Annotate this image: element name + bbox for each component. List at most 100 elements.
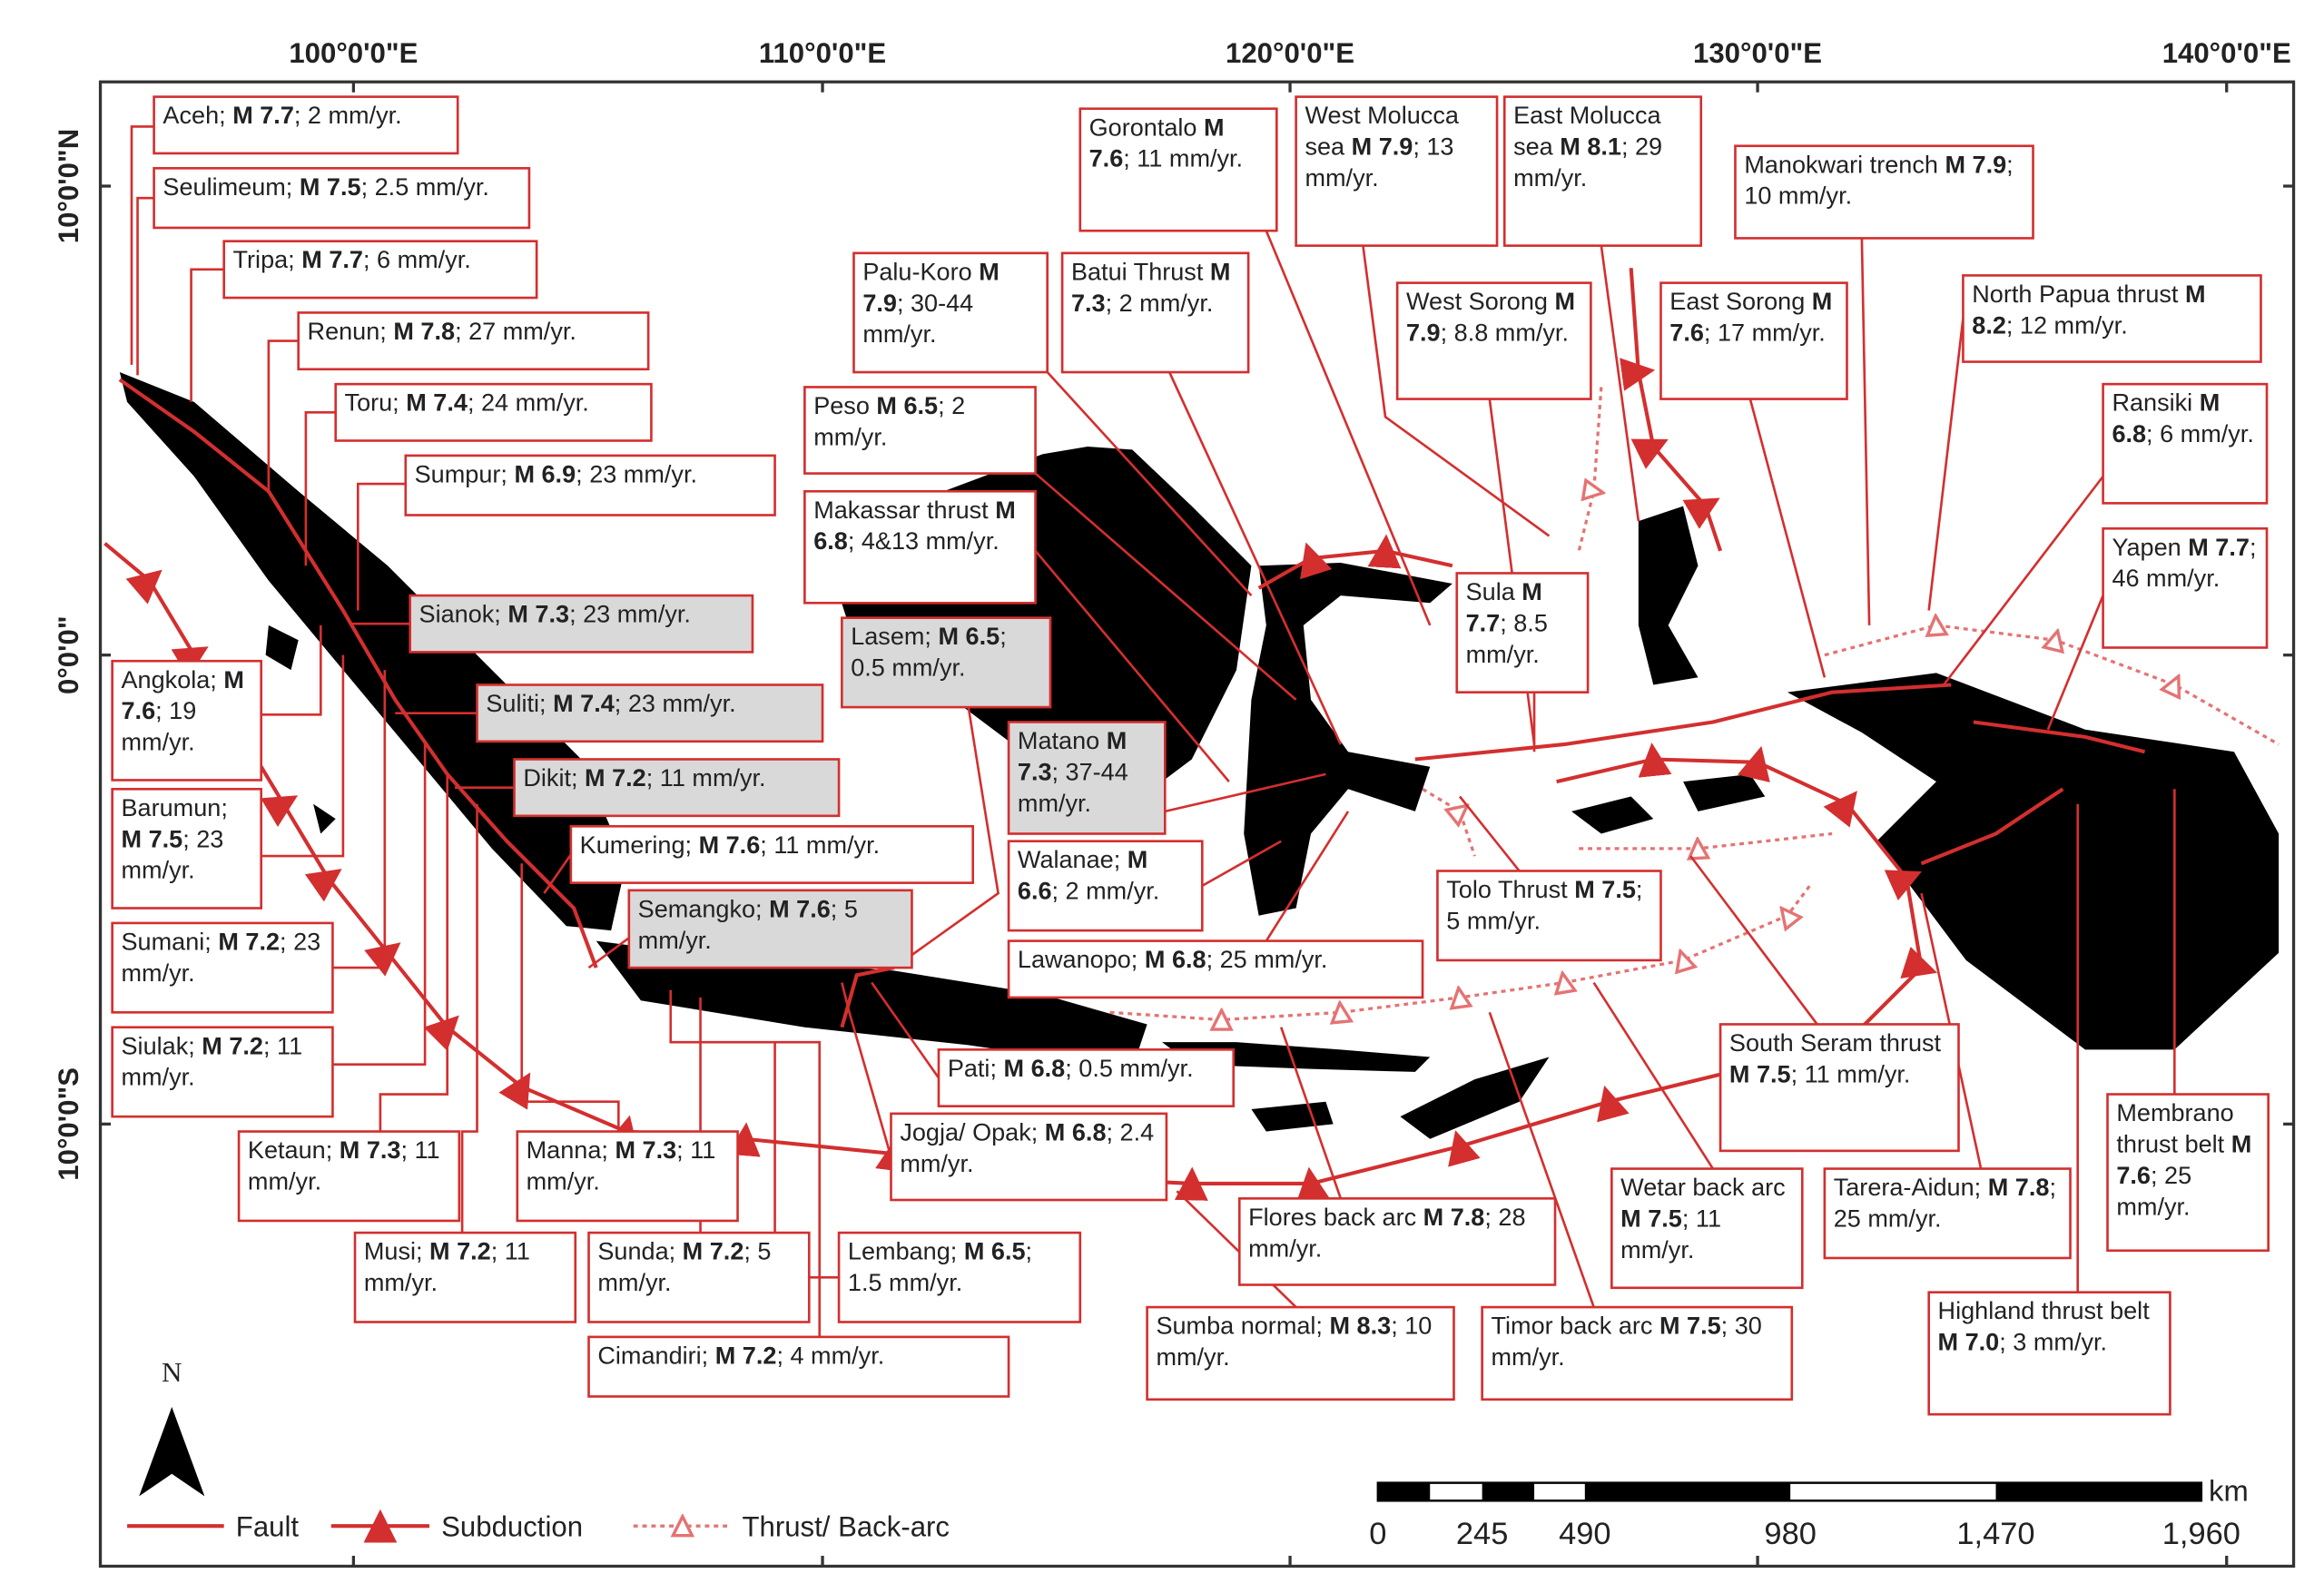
leader-line <box>1168 371 1343 745</box>
scale-labels: 0 245 490 980 1,470 1,960 <box>1369 1517 2240 1551</box>
label: Dikit; M 7.2; 11 mm/yr. <box>523 765 766 792</box>
label: Membrano thrust belt M 7.6; 25 mm/yr. <box>2116 1100 2251 1221</box>
subduction-line <box>1556 742 1938 1044</box>
label: Pati; M 6.8; 0.5 mm/yr. <box>948 1056 1194 1083</box>
fault-rate: ; 1.5 mm/yr. <box>847 1238 1033 1297</box>
fault-label: Wetar back arc M 7.5; 11 mm/yr. <box>1611 1169 1802 1288</box>
fault-rate: ; 0.5 mm/yr. <box>851 624 1007 683</box>
label: Sumani; M 7.2; 23 mm/yr. <box>122 929 321 987</box>
label: Sumba normal; M 8.3; 10 mm/yr. <box>1156 1313 1432 1372</box>
fault-label: Cimandiri; M 7.2; 4 mm/yr. <box>589 1337 1009 1397</box>
fault-name: Renun; <box>307 319 387 346</box>
fault-rate: ; 8.5 mm/yr. <box>1465 610 1548 669</box>
label: Walanae; M 6.6; 2 mm/yr. <box>1017 847 1159 906</box>
leader-line <box>1943 476 2104 686</box>
leader-line <box>1860 238 1871 625</box>
fault-label: Musi; M 7.2; 11 mm/yr. <box>355 1233 576 1322</box>
fault-label: Ransiki M 6.8; 6 mm/yr. <box>2103 384 2267 503</box>
fault-magnitude: M 6.8 <box>813 497 1016 556</box>
label: Peso M 6.5; 2 mm/yr. <box>804 387 1035 473</box>
fault-rate: ; 25 mm/yr. <box>2116 1162 2192 1221</box>
label-box <box>476 683 824 743</box>
fault-magnitude: M 7.5 <box>121 826 183 853</box>
fault-name: Tolo Thrust <box>1446 877 1568 904</box>
scale-segment <box>1584 1482 1791 1501</box>
thrust-line <box>1109 884 1811 1020</box>
fault-rate: ; 11 mm/yr. <box>247 1137 440 1196</box>
leader-line <box>1046 371 1253 596</box>
fault-name: North Papua thrust <box>1972 280 2179 309</box>
fault-name: Tripa; <box>232 247 295 274</box>
leader-line <box>460 803 478 1234</box>
leader-line <box>267 339 299 492</box>
fault-magnitude: M 7.5 <box>1659 1313 1721 1341</box>
fault-rate: ; 11 mm/yr. <box>1620 1205 1722 1264</box>
leader-line <box>1362 245 1551 537</box>
fault-name: Membrano thrust belt <box>2116 1100 2234 1159</box>
label: West Molucca sea M 7.9; 13 mm/yr. <box>1296 97 1497 246</box>
longitude-label: 110°0'0"E <box>759 37 886 69</box>
fault-magnitude: M 7.3 <box>507 601 570 629</box>
leader-line <box>261 654 345 858</box>
fault-label: West Molucca sea M 7.9; 13 mm/yr. <box>1296 97 1497 246</box>
label: West Sorong M 7.9; 8.8 mm/yr. <box>1406 289 1575 348</box>
fault-label: Timor back arc M 7.5; 30 mm/yr. <box>1482 1307 1792 1400</box>
leader-line <box>1279 1027 1343 1199</box>
fault-name: Suliti; <box>486 691 547 718</box>
leader-line <box>2046 595 2104 731</box>
fault-name: Wetar back arc <box>1620 1175 1786 1202</box>
leaders <box>130 125 2176 1337</box>
scale-label: 1,960 <box>2162 1517 2240 1551</box>
label: Tolo Thrust M 7.5; 5 mm/yr. <box>1437 871 1660 960</box>
label: East Molucca sea M 8.1; 29 mm/yr. <box>1513 103 1662 192</box>
fault-label: Ketaun; M 7.3; 11 mm/yr. <box>239 1132 459 1221</box>
fault-magnitude: M 7.4 <box>553 691 615 718</box>
fault-name: Ketaun; <box>247 1137 333 1165</box>
legend-subduction: Subduction <box>441 1511 583 1543</box>
leader-line <box>520 863 620 1132</box>
fault-label: Renun; M 7.8; 27 mm/yr. <box>299 312 648 369</box>
label-box <box>2102 382 2269 505</box>
label-box <box>569 824 975 884</box>
label: Siulak; M 7.2; 11 mm/yr. <box>113 1028 333 1116</box>
fault-label: Palu-Koro M 7.9; 30-44 mm/yr. <box>853 253 1047 372</box>
label: Seulimeum; M 7.5; 2.5 mm/yr. <box>162 174 489 202</box>
fault-label: Sumpur; M 6.9; 23 mm/yr. <box>406 456 775 516</box>
label: Sumpur; M 6.9; 23 mm/yr. <box>406 456 775 516</box>
fault-name: Yapen <box>2112 534 2181 562</box>
fault-magnitude: M 7.8 <box>393 319 456 346</box>
fault-magnitude: M 7.9 <box>862 259 1000 318</box>
fault-magnitude: M 7.6 <box>121 666 244 725</box>
label: Suliti; M 7.4; 23 mm/yr. <box>478 684 823 741</box>
fault-name: Gorontalo <box>1088 114 1197 142</box>
label: East Sorong M 7.6; 17 mm/yr. <box>1669 289 1832 347</box>
fault-magnitude: M 7.7 <box>301 247 363 274</box>
label-box <box>627 889 913 969</box>
fault-rate: ; 5 mm/yr. <box>637 896 858 955</box>
label: Sula M 7.7; 8.5 mm/yr. <box>1465 579 1548 669</box>
fault-label: Peso M 6.5; 2 mm/yr. <box>804 387 1035 473</box>
fault-name: Batui Thrust <box>1070 259 1204 286</box>
fault-name: West Molucca sea <box>1305 103 1459 162</box>
leader-line <box>332 670 387 969</box>
fault-rate: ; 11 mm/yr. <box>645 765 766 792</box>
label-box <box>334 382 653 442</box>
graticule-ticks: 100°0'0"E 110°0'0"E 120°0'0"E 130°0'0"E 140°… <box>53 37 2294 1567</box>
fault-magnitude: M 7.2 <box>585 765 646 792</box>
fault-rate: ; 46 mm/yr. <box>2112 534 2257 593</box>
thrust-lines <box>1109 387 2280 1020</box>
legend: Fault Subduction Thrust/ Back-arc <box>127 1509 950 1543</box>
fault-rate: ; 8.8 mm/yr. <box>1440 320 1569 348</box>
fault-label: Sianok; M 7.3; 23 mm/yr. <box>410 595 753 652</box>
fault-magnitude: M 7.3 <box>615 1137 677 1165</box>
leader-line <box>1600 245 1640 522</box>
fault-label: Tolo Thrust M 7.5; 5 mm/yr. <box>1437 871 1660 960</box>
fault-label: Suliti; M 7.4; 23 mm/yr. <box>478 684 823 741</box>
fault-label: Siulak; M 7.2; 11 mm/yr. <box>113 1028 333 1116</box>
label-box <box>1146 1305 1455 1401</box>
fault-magnitude: M 6.6 <box>1017 847 1148 906</box>
fault-magnitude: M 7.2 <box>218 929 281 956</box>
fault-magnitude: M 6.9 <box>514 461 576 488</box>
fault-magnitude: M 7.5 <box>1728 1061 1791 1088</box>
